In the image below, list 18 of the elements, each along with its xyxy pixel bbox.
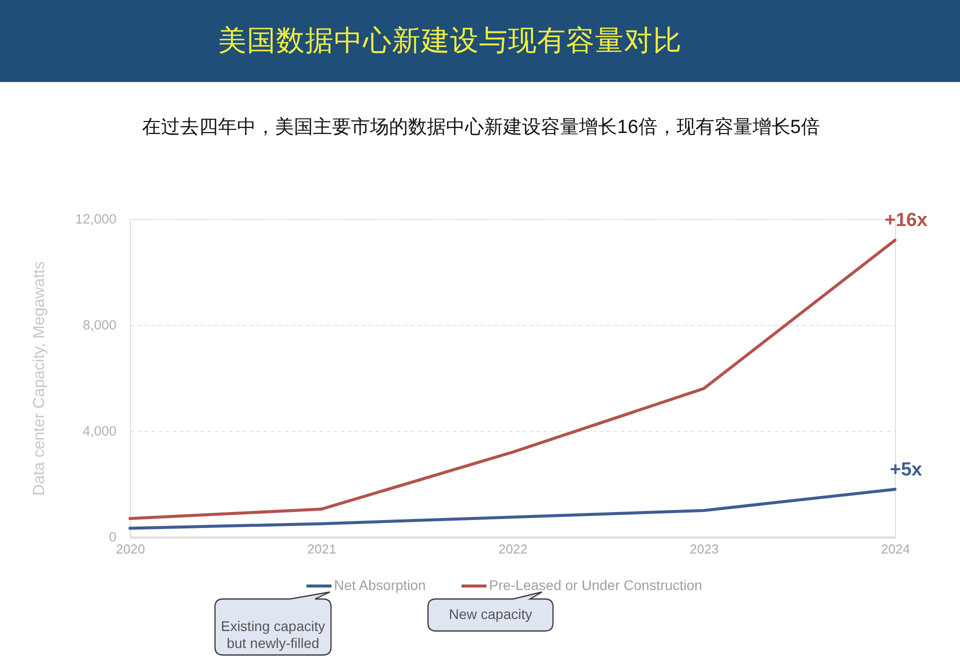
text: New capacity xyxy=(448,606,532,622)
annotation: +16x xyxy=(884,210,928,232)
y-tick-label: 8,000 xyxy=(82,318,116,332)
annotation: +5x xyxy=(890,459,923,480)
x-tick-label: 2020 xyxy=(116,542,145,556)
x-tick-label: 2023 xyxy=(690,542,719,556)
y-tick-label: 0 xyxy=(108,530,116,544)
chart-subtitle: 在过去四年中，美国主要市场的数据中心新建设容量增长16倍，现有容量增长5倍 xyxy=(142,116,820,138)
x-tick-label: 2024 xyxy=(881,542,910,556)
line-series xyxy=(128,488,896,530)
legend-label: Net Absorption xyxy=(334,577,426,593)
y-tick-label: 4,000 xyxy=(82,424,116,438)
legend-label: Pre-Leased or Under Construction xyxy=(489,577,702,593)
x-tick-label: 2021 xyxy=(307,542,336,556)
y-tick-label: 12,000 xyxy=(75,212,116,226)
text: Existing capacity but newly-filled xyxy=(220,618,326,651)
x-tick-label: 2022 xyxy=(498,542,528,556)
chart-title: 美国数据中心新建设与现有容量对比 xyxy=(218,25,682,57)
